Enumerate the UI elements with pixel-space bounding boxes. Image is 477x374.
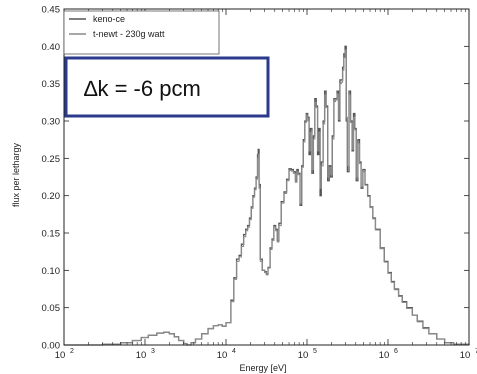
x-tick-exponent: 6	[394, 348, 398, 355]
x-tick-label: 10	[298, 350, 309, 361]
series-layer	[64, 45, 470, 346]
y-tick-label: 0.05	[42, 303, 61, 314]
x-tick-label: 10	[55, 350, 66, 361]
y-tick-label: 0.15	[42, 229, 61, 240]
y-tick-label: 0.00	[42, 341, 61, 352]
y-tick-label: 0.35	[42, 79, 61, 90]
y-tick-label: 0.20	[42, 191, 61, 202]
x-tick-exponent: 7	[475, 348, 477, 355]
x-tick-exponent: 5	[313, 348, 317, 355]
delta-k-annotation: ∆k = -6 pcm	[64, 56, 270, 118]
y-tick-label: 0.25	[42, 154, 61, 165]
legend-box	[63, 10, 220, 55]
y-axis-label: flux per lethargy	[11, 142, 21, 207]
x-tick-label: 10	[136, 350, 147, 361]
x-tick-exponent: 3	[151, 348, 155, 355]
x-tick-label: 10	[379, 350, 390, 361]
plot-frame	[63, 8, 470, 346]
legend-label-t-newt: t-newt - 230g watt	[93, 29, 165, 39]
y-tick-label: 0.30	[42, 117, 61, 128]
y-tick-label: 0.40	[42, 42, 61, 53]
x-axis-label: Energy [eV]	[239, 363, 286, 373]
x-tick-label: 10	[460, 350, 471, 361]
x-tick-exponent: 4	[232, 348, 236, 355]
legend: keno-ce t-newt - 230g watt	[63, 10, 220, 55]
legend-label-keno-ce: keno-ce	[93, 14, 125, 24]
x-tick-label: 10	[217, 350, 228, 361]
series-line-1	[64, 49, 470, 346]
annotation-text: ∆k = -6 pcm	[84, 76, 201, 101]
x-tick-exponent: 2	[70, 348, 74, 355]
y-tick-label: 0.45	[42, 5, 61, 16]
y-tick-label: 0.10	[42, 266, 61, 277]
annotation-box	[64, 56, 270, 118]
